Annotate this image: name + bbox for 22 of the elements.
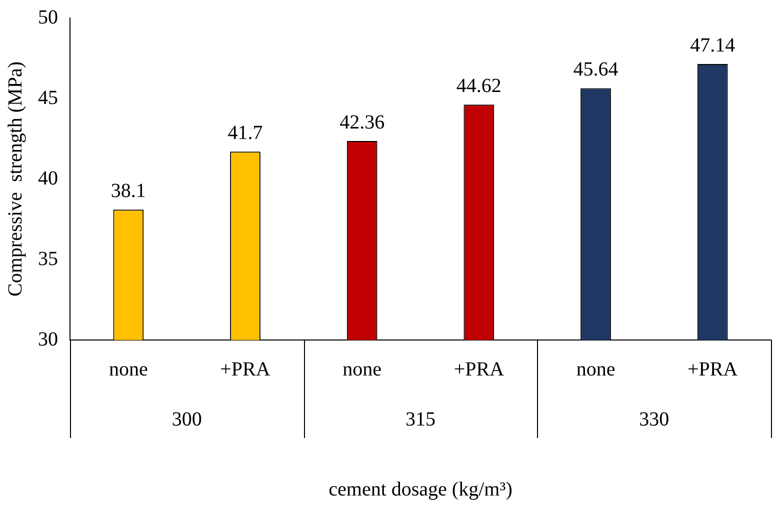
x-tick-label: none <box>576 358 616 380</box>
data-label: 38.1 <box>110 180 146 202</box>
x-tick-label: +PRA <box>454 358 505 380</box>
data-label: 42.36 <box>340 111 385 134</box>
y-tick-label: 35 <box>38 248 58 270</box>
y-tick-label: 45 <box>38 86 58 109</box>
x-tick-label: +PRA <box>687 358 738 380</box>
y-tick-label: 30 <box>38 328 58 350</box>
text: 315 <box>406 408 436 430</box>
text: 300 <box>172 408 202 430</box>
x-tick-label: +PRA <box>220 358 271 380</box>
y-tick-label: 40 <box>38 167 58 190</box>
data-label: 45.64 <box>573 58 618 80</box>
data-label: 41.7 <box>228 122 263 144</box>
x-tick-label: none <box>108 358 148 380</box>
x-tick-label: none <box>342 358 382 380</box>
x-axis-title: cement dosage (kg/m³) <box>328 478 512 500</box>
data-label: 44.62 <box>456 74 502 97</box>
data-label: 47.14 <box>690 34 736 56</box>
y-tick-label: 50 <box>38 6 58 28</box>
y-axis-title: Compressive strength (MPa) <box>4 62 26 296</box>
text: 330 <box>639 408 670 430</box>
